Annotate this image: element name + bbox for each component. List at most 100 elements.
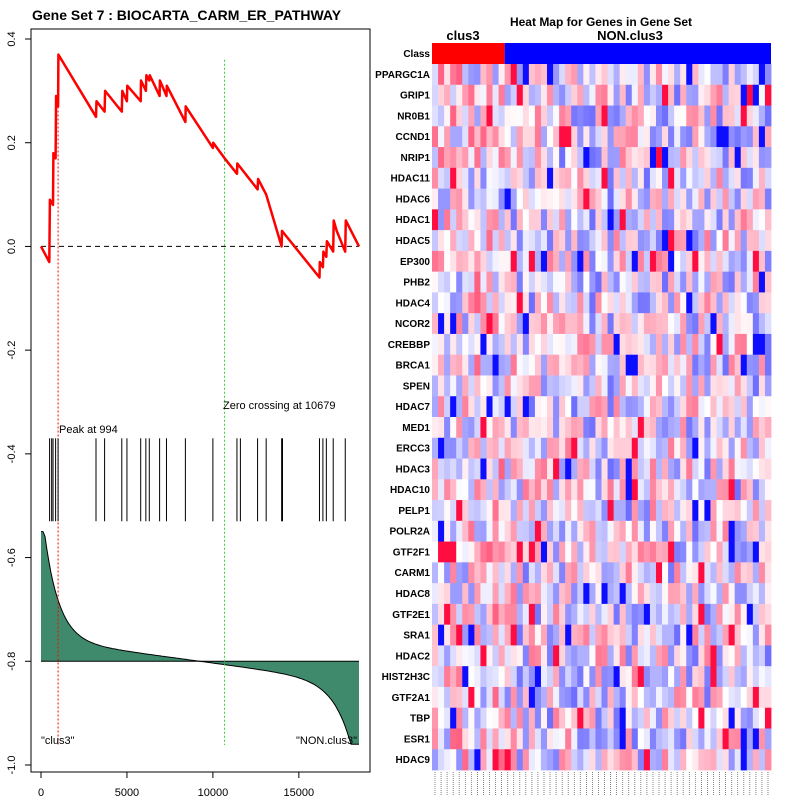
heatmap-cell xyxy=(486,686,493,709)
heatmap-cell xyxy=(438,417,445,439)
heatmap-cell xyxy=(498,417,506,439)
heatmap-cell xyxy=(619,520,627,542)
heatmap-cell xyxy=(498,209,506,231)
heatmap-cell xyxy=(674,147,681,169)
heatmap-cell xyxy=(704,541,711,563)
heatmap-cell xyxy=(547,417,554,439)
heatmap-cell xyxy=(559,707,566,729)
heatmap-cell xyxy=(698,313,705,335)
heatmap-cell xyxy=(668,354,675,376)
heatmap-cell xyxy=(686,188,693,210)
heatmap-cell xyxy=(565,624,572,646)
heatmap-cell xyxy=(589,583,596,605)
heatmap-cell xyxy=(565,230,572,252)
heatmap-cell xyxy=(474,147,481,169)
heatmap-cell xyxy=(662,396,669,418)
heatmap-cell xyxy=(522,333,530,356)
heatmap-cell xyxy=(540,437,548,459)
heatmap-cell xyxy=(432,64,439,86)
y-tick-label: -1.0 xyxy=(6,756,18,775)
heatmap-cell xyxy=(528,707,536,729)
heatmap-cell xyxy=(583,292,590,314)
heatmap-cell xyxy=(456,479,463,501)
heatmap-cell xyxy=(643,541,651,563)
heatmap-cell xyxy=(728,147,736,169)
heatmap-cell xyxy=(710,126,717,148)
heatmap-cell xyxy=(631,188,639,210)
heatmap-cell xyxy=(740,417,748,439)
heatmap-cell xyxy=(547,147,554,169)
heatmap-cell xyxy=(456,292,463,314)
heatmap-cell xyxy=(704,500,711,522)
heatmap-cell xyxy=(559,458,566,480)
heatmap-cell xyxy=(764,500,772,522)
heatmap-cell xyxy=(474,292,481,314)
heatmap-cell xyxy=(710,333,717,356)
heatmap-cell xyxy=(625,147,633,169)
heatmap-cell xyxy=(637,479,645,501)
heatmap-cell xyxy=(601,209,608,231)
heatmap-cell xyxy=(456,749,463,771)
heatmap-cell xyxy=(619,417,627,439)
heatmap-cell xyxy=(758,147,766,169)
heatmap-cell xyxy=(547,666,554,688)
heatmap-cell xyxy=(553,666,560,688)
heatmap-cell xyxy=(746,354,754,376)
heatmap-cell xyxy=(547,230,554,252)
y-axis: 0.40.20.0-0.2-0.4-0.6-0.8-1.0 xyxy=(6,31,31,774)
heatmap-cell xyxy=(649,728,657,750)
heatmap-cell xyxy=(692,209,699,231)
heatmap-cell xyxy=(722,396,730,418)
heatmap-cell xyxy=(583,417,590,439)
heatmap-cell xyxy=(583,707,590,729)
heatmap-cell xyxy=(722,479,730,501)
heatmap-cell xyxy=(583,666,590,688)
heatmap-cell xyxy=(746,167,754,189)
heatmap-cell xyxy=(438,479,445,501)
heatmap-cell xyxy=(559,396,566,418)
heatmap-cell xyxy=(625,354,633,376)
heatmap-cell xyxy=(559,541,566,563)
heatmap-cell xyxy=(450,479,457,501)
heatmap-cell xyxy=(764,64,772,86)
heatmap-cell xyxy=(728,292,736,314)
heatmap-cell xyxy=(698,686,705,709)
heatmap-cell xyxy=(698,84,705,106)
heatmap-cell xyxy=(438,458,445,480)
heatmap-cell xyxy=(504,458,512,480)
heatmap-cell xyxy=(643,458,651,480)
heatmap-cell xyxy=(710,188,717,210)
heatmap-cell xyxy=(734,707,742,729)
heatmap-cell xyxy=(462,313,469,335)
heatmap-cell xyxy=(571,250,578,273)
heatmap-cell xyxy=(595,707,602,729)
heatmap-cell xyxy=(577,209,584,231)
heatmap-cell xyxy=(540,313,548,335)
heatmap-cell xyxy=(553,313,560,335)
heatmap-cell xyxy=(704,271,711,293)
heatmap-cell xyxy=(686,728,693,750)
heatmap-cell xyxy=(450,375,457,397)
heatmap-cell xyxy=(758,250,766,273)
heatmap-cell xyxy=(456,417,463,439)
heatmap-cell xyxy=(553,84,560,106)
heatmap-cell xyxy=(480,105,487,127)
heatmap-cell xyxy=(589,313,596,335)
heatmap-cell xyxy=(456,624,463,646)
heatmap-cell xyxy=(625,375,633,397)
heatmap-cell xyxy=(474,250,481,273)
heatmap-cell xyxy=(522,562,530,584)
heatmap-cell xyxy=(704,105,711,127)
heatmap-cell xyxy=(619,250,627,273)
heatmap-cell xyxy=(655,375,663,397)
heatmap-cell xyxy=(540,354,548,376)
heatmap-cell xyxy=(480,728,487,750)
heatmap-cell xyxy=(595,188,602,210)
heatmap-cell xyxy=(577,666,584,688)
heatmap-cell xyxy=(607,126,614,148)
heatmap-cell xyxy=(613,354,621,376)
heatmap-cell xyxy=(565,458,572,480)
heatmap-cell xyxy=(655,333,663,356)
heatmap-cell xyxy=(668,313,675,335)
heatmap-cell xyxy=(740,645,748,667)
